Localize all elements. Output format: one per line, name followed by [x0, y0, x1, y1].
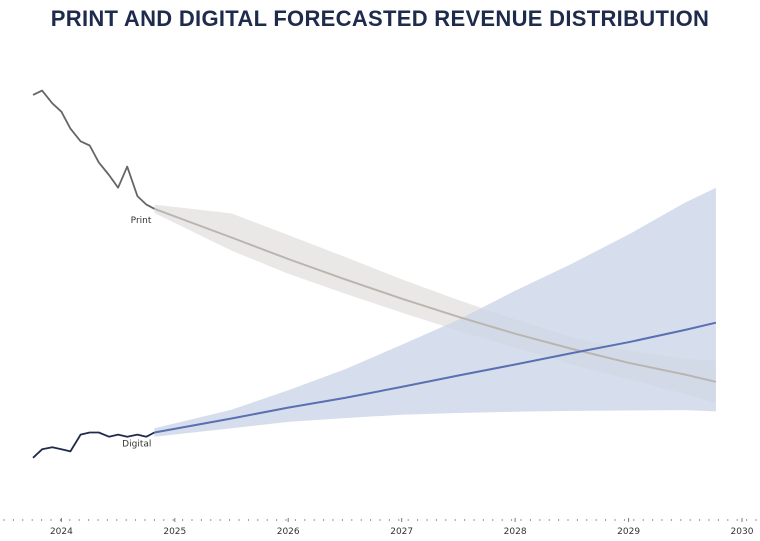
chart-title: PRINT AND DIGITAL FORECASTED REVENUE DIS… [50, 6, 710, 31]
print-forecast-line [154, 207, 717, 383]
x-tick-label: 2030 [731, 527, 754, 537]
series-lines [32, 89, 717, 459]
print-series-label: Print [131, 216, 152, 226]
x-tick-label: 2024 [50, 527, 73, 537]
digital-forecast-line [154, 321, 717, 434]
x-tick-label: 2028 [504, 527, 527, 537]
x-tick-label: 2029 [617, 527, 640, 537]
digital-forecast-band [154, 187, 716, 437]
x-axis: 2024 2025 2026 2027 2028 2029 2030 [3, 518, 757, 537]
print-actual-line [32, 89, 155, 210]
x-tick-label: 2026 [277, 527, 300, 537]
digital-actual-line [32, 431, 155, 459]
x-tick-label: 2027 [390, 527, 413, 537]
forecast-bands [154, 187, 716, 437]
series-labels: Print Digital [122, 216, 152, 450]
x-tick-label: 2025 [163, 527, 186, 537]
digital-series-label: Digital [122, 439, 151, 449]
